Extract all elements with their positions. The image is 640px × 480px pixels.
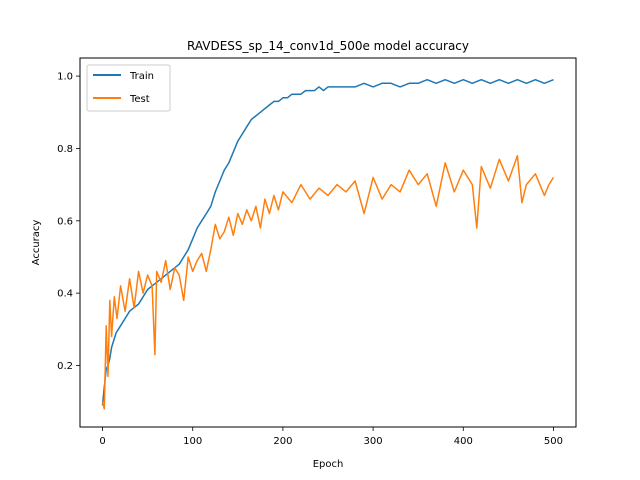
x-axis: 0 100 200 300 400 500	[99, 427, 563, 447]
x-tick-label: 500	[544, 436, 563, 447]
plot-area	[79, 57, 577, 428]
legend: Train Test	[86, 64, 171, 112]
y-tick-label: 0.2	[57, 361, 73, 372]
series-line-test	[101, 154, 555, 410]
legend-label-train: Train	[129, 71, 154, 82]
chart-title: RAVDESS_sp_14_conv1d_500e model accuracy	[187, 39, 469, 53]
y-axis: 0.2 0.4 0.6 0.8 1.0	[57, 72, 80, 372]
y-tick-label: 0.6	[57, 216, 73, 227]
y-tick-label: 1.0	[57, 72, 73, 83]
x-axis-label: Epoch	[313, 459, 344, 470]
x-tick-label: 300	[364, 436, 383, 447]
x-tick-label: 0	[99, 436, 105, 447]
x-tick-label: 400	[454, 436, 473, 447]
x-tick-label: 100	[183, 436, 202, 447]
series-line-train	[101, 78, 554, 406]
x-tick-label: 200	[273, 436, 292, 447]
y-tick-label: 0.4	[57, 289, 73, 300]
y-tick-label: 0.8	[57, 144, 73, 155]
legend-box	[86, 64, 171, 112]
series-layer	[101, 78, 555, 410]
legend-label-test: Test	[129, 94, 150, 105]
y-axis-label: Accuracy	[31, 220, 42, 266]
